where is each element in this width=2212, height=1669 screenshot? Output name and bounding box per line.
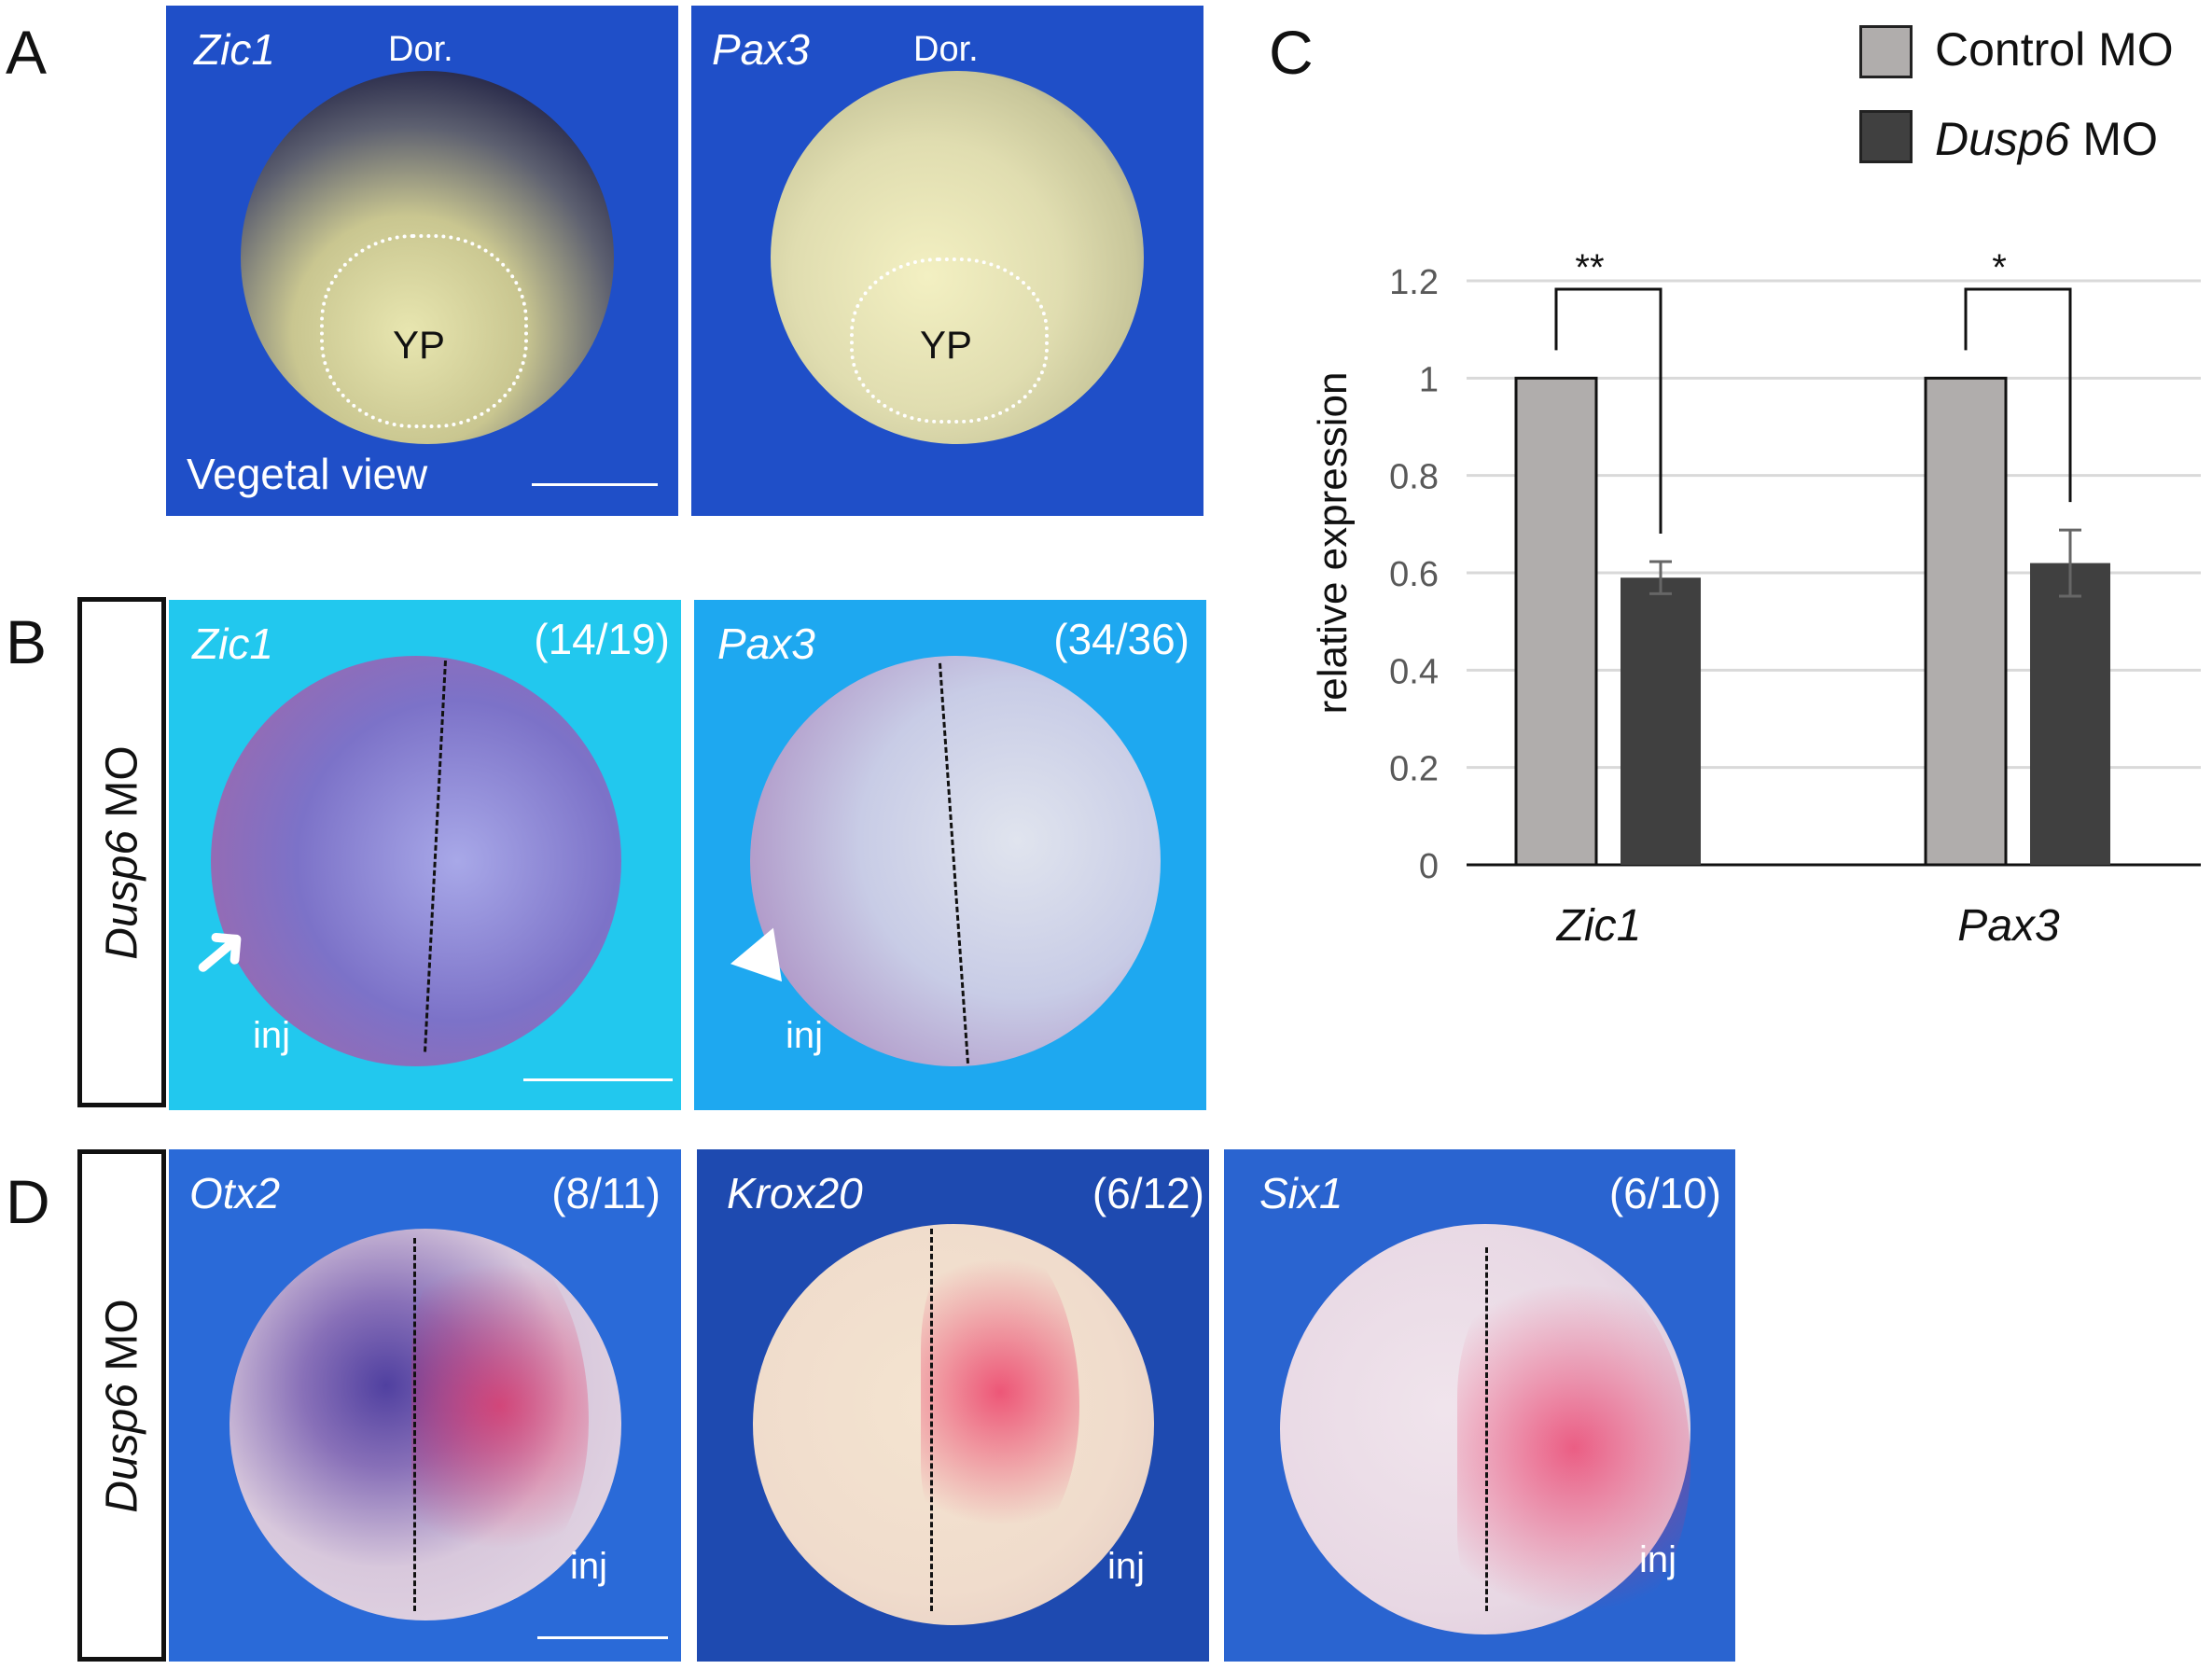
- bar-Pax3-0: [1924, 376, 2008, 867]
- gene-name: Dusp6: [97, 1383, 146, 1513]
- inj-label: inj: [570, 1546, 608, 1587]
- inj-label: inj: [1639, 1539, 1677, 1580]
- yolk-plug-outline: [850, 257, 1049, 424]
- panel-a-pax3-image: Pax3 Dor. YP: [691, 6, 1203, 516]
- orientation-label: Dor.: [913, 30, 979, 69]
- mo-suffix: MO: [97, 1298, 146, 1384]
- bar-Pax3-1: [2030, 563, 2110, 865]
- red-tracer: [1457, 1261, 1690, 1634]
- scale-bar: [532, 483, 658, 486]
- embryo: [211, 656, 621, 1066]
- panel-b-zic1-image: Zic1 (14/19) inj ➜: [169, 600, 681, 1110]
- panel-d-krox20-image: Krox20 (6/12) inj: [697, 1149, 1209, 1662]
- legend-gene: Dusp6: [1935, 113, 2070, 165]
- significance-bracket: [1964, 287, 2072, 503]
- panel-letter-a: A: [6, 18, 48, 87]
- significance-label: *: [1992, 247, 2007, 288]
- panel-b-pax3-image: Pax3 (34/36) inj: [694, 600, 1206, 1110]
- scale-bar: [537, 1636, 668, 1639]
- red-tracer: [411, 1238, 589, 1574]
- count-label: (6/10): [1608, 1169, 1721, 1217]
- embryo: [750, 656, 1161, 1066]
- yolk-plug-outline: [320, 234, 528, 428]
- y-tick-label: 0: [1419, 847, 1439, 886]
- midline: [413, 1238, 416, 1611]
- midline: [1485, 1247, 1488, 1611]
- view-label: Vegetal view: [187, 450, 428, 498]
- legend-label-control: Control MO: [1935, 23, 2174, 76]
- red-tracer: [921, 1233, 1079, 1551]
- panel-d-otx2-image: Otx2 (8/11) inj: [169, 1149, 681, 1662]
- gene-label: Krox20: [727, 1169, 863, 1217]
- count-label: (34/36): [1053, 615, 1189, 663]
- gene-name: Dusp6: [97, 829, 146, 960]
- panel-letter-d: D: [6, 1167, 50, 1236]
- y-tick-label: 1.2: [1389, 263, 1439, 302]
- panel-a-zic1-image: Zic1 Dor. YP Vegetal view: [166, 6, 678, 516]
- gene-label: Pax3: [712, 25, 810, 74]
- gene-label: Zic1: [192, 619, 273, 668]
- bar-Zic1-0: [1514, 376, 1598, 867]
- y-tick-label: 0.6: [1389, 555, 1439, 594]
- embryo: [241, 71, 614, 444]
- count-label: (6/12): [1092, 1169, 1204, 1217]
- significance-bracket: [1554, 287, 1662, 535]
- inj-label: inj: [253, 1015, 291, 1056]
- inj-label: inj: [786, 1015, 824, 1056]
- panel-letter-b: B: [6, 607, 48, 676]
- gene-label: Pax3: [717, 619, 815, 668]
- scale-bar: [523, 1078, 673, 1081]
- y-axis-label: relative expression: [1310, 371, 1356, 715]
- panel-letter-c: C: [1269, 18, 1314, 87]
- orientation-label: Dor.: [388, 30, 453, 69]
- midline: [930, 1229, 933, 1611]
- legend-swatch-control: [1859, 25, 1913, 78]
- panel-d-six1-image: Six1 (6/10) inj: [1224, 1149, 1735, 1662]
- mo-suffix: MO: [97, 744, 146, 830]
- bar-chart: 0 0.2 0.4 0.6 0.8 1 1.2 ** Zic1 * Pax3: [1389, 247, 2201, 951]
- gene-label: Zic1: [194, 25, 275, 74]
- legend-label-dusp6: Dusp6 MO: [1935, 112, 2158, 166]
- legend-swatch-dusp6: [1859, 110, 1913, 163]
- y-tick-label: 0.2: [1389, 750, 1439, 789]
- yp-label: YP: [393, 323, 446, 367]
- panel-d-side-label: Dusp6 MO: [77, 1149, 166, 1662]
- y-tick-label: 0.8: [1389, 458, 1439, 497]
- count-label: (14/19): [534, 615, 670, 663]
- count-label: (8/11): [551, 1169, 661, 1217]
- x-category-label: Zic1: [1556, 901, 1642, 951]
- y-tick-label: 1: [1419, 360, 1439, 399]
- panel-b-side-label: Dusp6 MO: [77, 597, 166, 1107]
- inj-label: inj: [1107, 1546, 1146, 1587]
- bar-Zic1-1: [1621, 577, 1701, 865]
- legend-mo: MO: [2069, 113, 2158, 165]
- gene-label: Otx2: [189, 1169, 281, 1217]
- x-category-label: Pax3: [1957, 901, 2060, 951]
- y-tick-label: 0.4: [1389, 652, 1439, 691]
- yp-label: YP: [920, 323, 973, 367]
- gene-label: Six1: [1259, 1169, 1343, 1217]
- significance-label: **: [1575, 247, 1604, 288]
